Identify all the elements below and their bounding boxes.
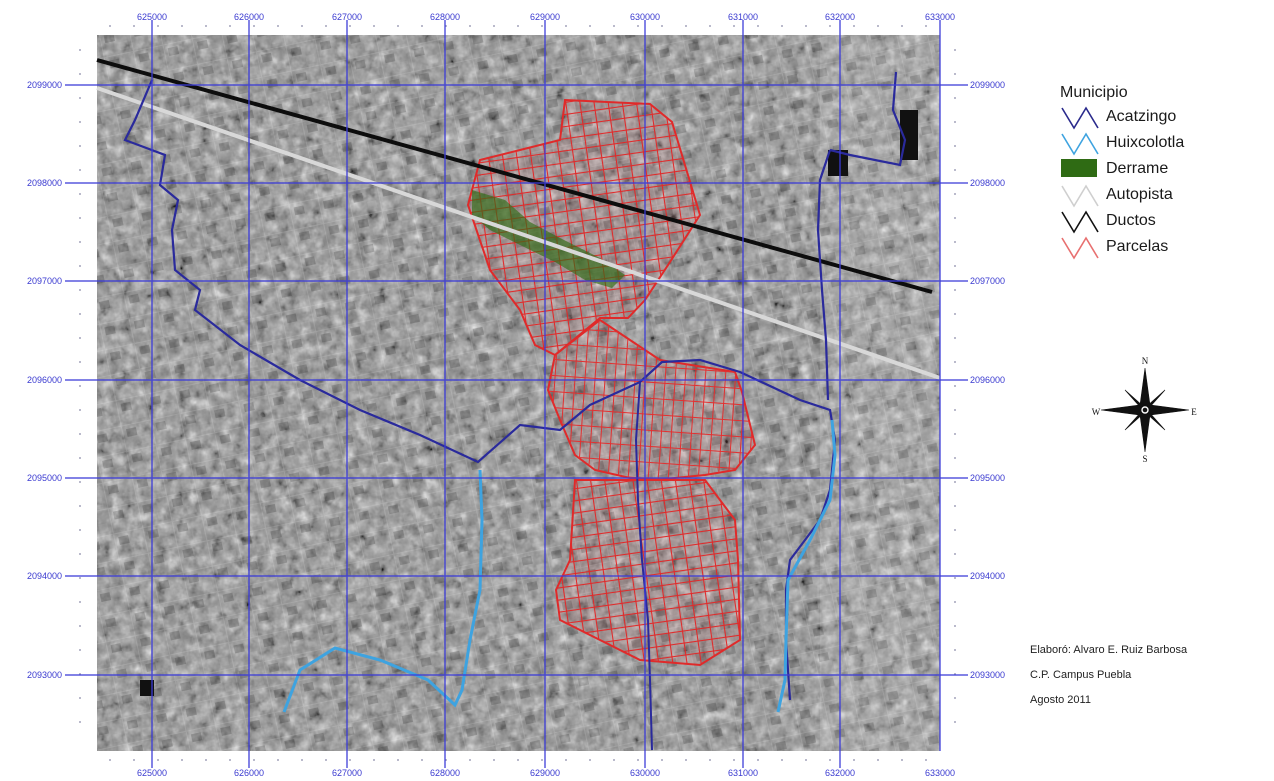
line-symbol-icon: [1061, 236, 1099, 260]
map-credits: Elaboró: Alvaro E. Ruiz Barbosa C.P. Cam…: [1030, 638, 1187, 713]
derrame-layer: [472, 190, 625, 288]
y-tick-left: 2097000: [27, 276, 62, 286]
x-tick-bottom: 628000: [430, 768, 460, 778]
legend-item-parcelas: Parcelas: [1060, 234, 1260, 260]
y-tick-right: 2096000: [970, 375, 1005, 385]
y-tick-left: 2093000: [27, 670, 62, 680]
legend-item-ductos: Ductos: [1060, 208, 1260, 234]
compass-west-label: W: [1092, 407, 1101, 417]
x-tick-top: 625000: [137, 12, 167, 22]
x-tick-bottom: 626000: [234, 768, 264, 778]
line-symbol-icon: [1061, 132, 1099, 156]
legend-item-acatzingo: Acatzingo: [1060, 104, 1260, 130]
compass-north-label: N: [1142, 356, 1149, 366]
fill-symbol-icon: [1061, 159, 1097, 177]
y-tick-left: 2094000: [27, 571, 62, 581]
parcelas-layer: [466, 98, 757, 667]
x-tick-top: 629000: [530, 12, 560, 22]
y-tick-left: 2096000: [27, 375, 62, 385]
compass-rose-icon: N S W E: [1092, 356, 1198, 464]
x-tick-bottom: 627000: [332, 768, 362, 778]
acatzingo-boundary-ne: [829, 71, 907, 167]
x-tick-bottom: 625000: [137, 768, 167, 778]
legend-item-autopista: Autopista: [1060, 182, 1260, 208]
grid-extensions: [65, 20, 968, 768]
y-tick-right: 2093000: [970, 670, 1005, 680]
acatzingo-boundary-east: [816, 149, 832, 401]
satellite-image: [97, 35, 940, 751]
compass-south-label: S: [1142, 454, 1147, 464]
legend-label: Ductos: [1106, 212, 1156, 229]
y-tick-left: 2098000: [27, 178, 62, 188]
x-tick-top: 633000: [925, 12, 955, 22]
autopista-line: [96, 86, 941, 380]
x-tick-top: 628000: [430, 12, 460, 22]
compass-east-label: E: [1191, 407, 1197, 417]
huixcolotla-boundary: [282, 469, 484, 713]
y-tick-right: 2099000: [970, 80, 1005, 90]
y-tick-left: 2095000: [27, 473, 62, 483]
y-tick-right: 2094000: [970, 571, 1005, 581]
x-tick-bottom: 629000: [530, 768, 560, 778]
x-tick-top: 626000: [234, 12, 264, 22]
legend-label: Autopista: [1106, 186, 1173, 203]
x-tick-top: 630000: [630, 12, 660, 22]
line-symbol-icon: [1061, 106, 1099, 130]
x-tick-top: 627000: [332, 12, 362, 22]
coordinate-grid: [97, 35, 941, 751]
legend-label: Parcelas: [1106, 238, 1169, 255]
acatzingo-boundary-inner: [634, 381, 653, 751]
legend-item-huixcolotla: Huixcolotla: [1060, 130, 1260, 156]
credit-author: Elaboró: Alvaro E. Ruiz Barbosa: [1030, 644, 1188, 656]
line-symbol-icon: [1061, 210, 1099, 234]
x-tick-bottom: 631000: [728, 768, 758, 778]
x-tick-bottom: 632000: [825, 768, 855, 778]
line-symbol-icon: [1061, 184, 1099, 208]
x-tick-top: 631000: [728, 12, 758, 22]
legend-title: Municipio: [1060, 84, 1128, 101]
x-tick-top: 632000: [825, 12, 855, 22]
ductos-line: [96, 58, 933, 294]
x-tick-bottom: 630000: [630, 768, 660, 778]
huixcolotla-boundary-east: [776, 419, 837, 713]
legend-label: Huixcolotla: [1106, 134, 1185, 151]
y-tick-left: 2099000: [27, 80, 62, 90]
x-tick-bottom: 633000: [925, 768, 955, 778]
y-tick-right: 2095000: [970, 473, 1005, 483]
legend-item-derrame: Derrame: [1060, 156, 1260, 182]
credit-institution: C.P. Campus Puebla: [1030, 669, 1132, 681]
y-tick-right: 2098000: [970, 178, 1005, 188]
frame-tick-dots: [79, 25, 956, 761]
legend-label: Acatzingo: [1106, 108, 1177, 125]
map-legend: Municipio Acatzingo Huixcolotla Derrame …: [1060, 84, 1260, 260]
legend-label: Derrame: [1106, 160, 1169, 177]
y-tick-right: 2097000: [970, 276, 1005, 286]
credit-date: Agosto 2011: [1030, 694, 1091, 706]
